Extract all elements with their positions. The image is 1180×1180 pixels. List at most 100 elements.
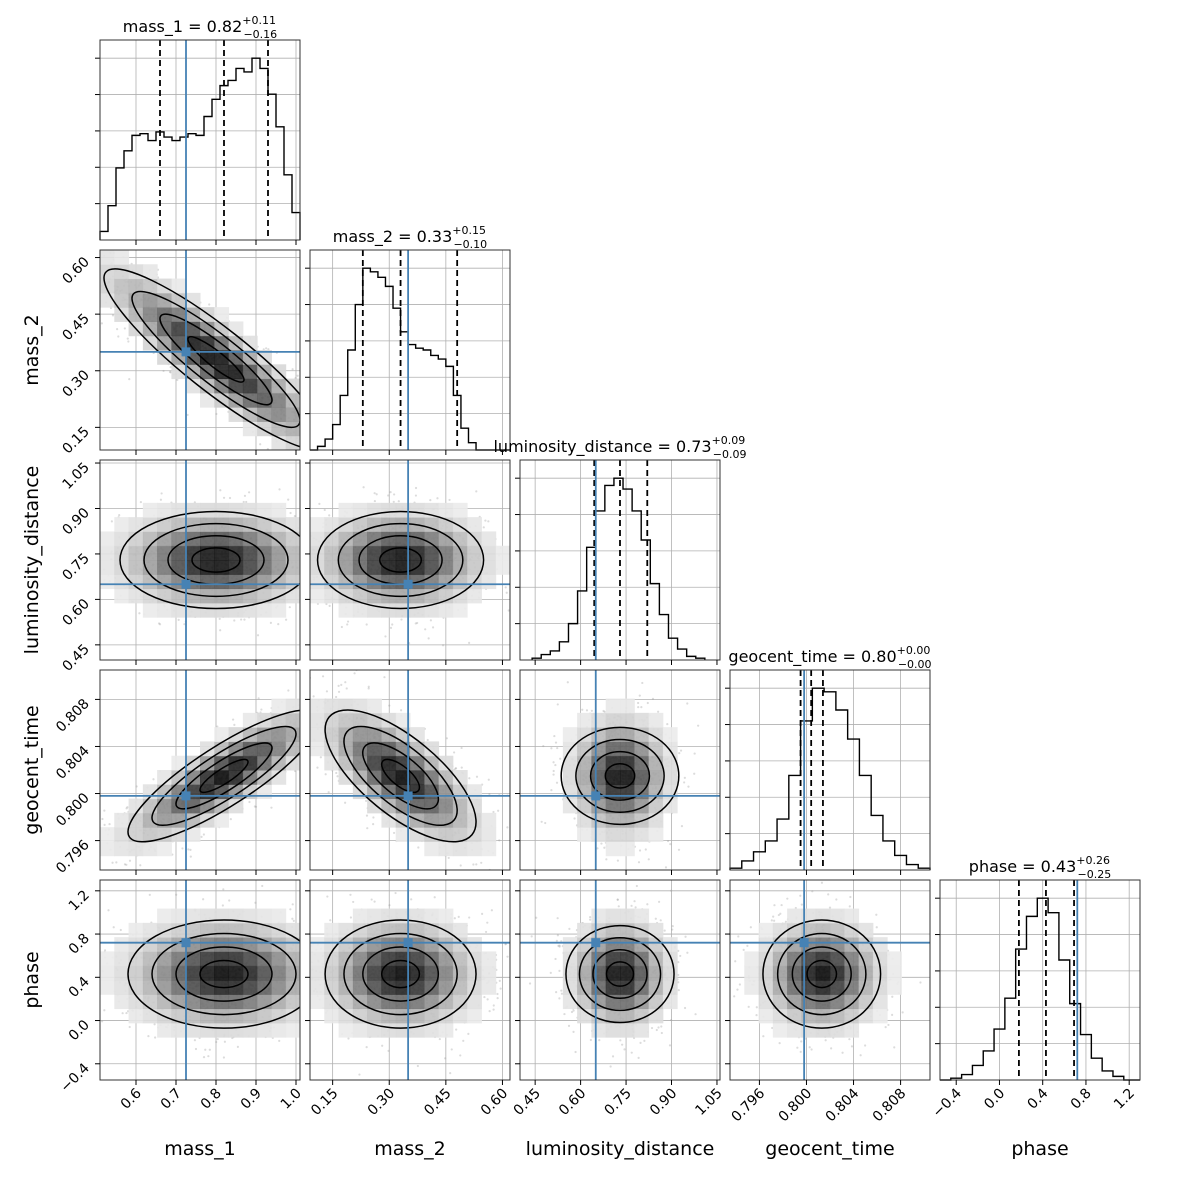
density-cell (128, 531, 144, 547)
contour-level (131, 290, 300, 429)
density-cell (214, 307, 230, 322)
sample-point (319, 451, 321, 453)
density-cell (185, 335, 201, 351)
density-cell (171, 335, 187, 351)
sample-point (325, 602, 328, 606)
sample-point (228, 496, 232, 500)
sample-point (284, 618, 288, 621)
sample-point (389, 491, 392, 494)
sample-point (84, 244, 86, 246)
sample-point (482, 526, 485, 529)
sample-point (94, 568, 96, 570)
sample-point (325, 422, 327, 424)
density-cell (200, 392, 215, 408)
density-cell (367, 574, 382, 590)
sample-point (301, 619, 303, 621)
density-cell (310, 531, 325, 547)
density-cell (338, 502, 354, 518)
sample-point (95, 279, 97, 281)
sample-point (229, 818, 232, 821)
sample-point (392, 500, 395, 503)
sample-point (245, 500, 248, 504)
density-cell (271, 392, 287, 408)
sample-point (88, 277, 90, 279)
sample-point (340, 444, 342, 446)
sample-point (484, 519, 487, 522)
sample-point (341, 450, 343, 452)
density-cell (114, 517, 130, 532)
density-cell (100, 560, 115, 575)
density-cell (228, 321, 244, 337)
density-cell (214, 502, 230, 518)
sample-point (301, 540, 303, 542)
sample-point (242, 500, 245, 504)
sample-point (169, 366, 172, 369)
density-cell (242, 588, 258, 604)
density-cell (128, 292, 144, 308)
density-cell (242, 560, 258, 575)
sample-point (346, 623, 349, 626)
density-cell (424, 545, 440, 561)
sample-point (306, 447, 308, 449)
sample-point (316, 427, 318, 429)
density-cell (242, 407, 258, 422)
sample-point (100, 322, 104, 325)
panel-frame (309, 459, 511, 661)
sample-point (128, 377, 131, 381)
panel-content (95, 670, 309, 870)
density-cell (352, 588, 368, 604)
truth-marker (181, 579, 191, 589)
sample-point (328, 514, 331, 517)
sample-point (65, 252, 67, 254)
density-cell (271, 545, 287, 561)
sample-point (314, 435, 316, 437)
sample-point (391, 623, 394, 626)
density-cell (214, 574, 230, 590)
sample-point (475, 490, 478, 493)
sample-point (216, 725, 219, 728)
sample-point (95, 854, 97, 856)
density-cell (128, 588, 144, 604)
sample-point (324, 411, 326, 413)
sample-point (325, 408, 327, 410)
density-cell (495, 560, 510, 575)
density-cell (157, 531, 172, 547)
sample-point (243, 618, 246, 621)
density-cell (410, 588, 425, 604)
density-cell (128, 307, 144, 322)
sample-point (305, 563, 307, 565)
density-cell (228, 602, 244, 618)
density-cell (157, 602, 172, 618)
sample-point (383, 454, 385, 456)
density-cell (171, 321, 187, 337)
density-cell (114, 292, 130, 308)
density-cell (257, 602, 272, 618)
density-cell (438, 602, 454, 618)
density-cell (438, 502, 454, 518)
sample-point (116, 328, 119, 331)
sample-point (291, 368, 294, 371)
sample-point (300, 600, 302, 602)
sample-point (262, 348, 265, 351)
sample-point (243, 494, 247, 497)
density-cell (438, 574, 454, 590)
density-cell (271, 531, 287, 547)
sample-point (307, 358, 309, 360)
sample-point (307, 714, 309, 716)
sample-point (96, 844, 98, 846)
sample-point (88, 274, 90, 276)
sample-point (265, 347, 268, 350)
sample-point (302, 405, 304, 407)
density-cell (157, 335, 172, 351)
density-cell (114, 588, 130, 604)
sample-point (218, 617, 221, 621)
density-cell (142, 292, 158, 308)
sample-point (287, 451, 289, 453)
sample-point (118, 513, 121, 517)
sample-point (304, 568, 306, 570)
density-cell (242, 545, 258, 561)
sample-point (159, 498, 163, 501)
sample-point (202, 833, 205, 836)
density-cell (452, 560, 468, 575)
density-cell (114, 278, 130, 294)
